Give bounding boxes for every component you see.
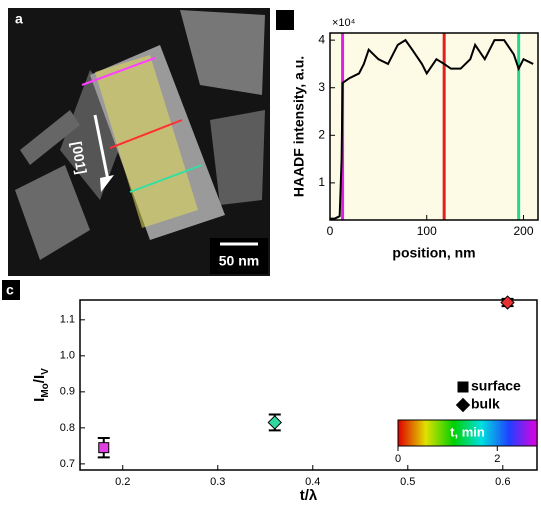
y-multiplier: ×10⁴ bbox=[332, 17, 356, 29]
profile-line bbox=[109, 119, 183, 149]
crystal bbox=[180, 10, 265, 95]
legend-label: bulk bbox=[471, 396, 500, 412]
x-axis-label: t/λ bbox=[300, 487, 318, 504]
x-tick-label: 0.6 bbox=[495, 476, 510, 488]
panel-label-bg bbox=[2, 280, 20, 300]
x-tick-label: 0.5 bbox=[400, 476, 415, 488]
y-tick-label: 0.7 bbox=[60, 458, 75, 470]
legend-label: surface bbox=[471, 378, 521, 394]
y-tick-label: 4 bbox=[318, 32, 325, 46]
x-tick-label: 0.4 bbox=[305, 476, 320, 488]
scale-label: 50 nm bbox=[219, 253, 259, 269]
x-axis-label: position, nm bbox=[392, 245, 475, 261]
x-tick-label: 0.3 bbox=[210, 476, 225, 488]
data-line bbox=[330, 38, 534, 220]
crystal bbox=[15, 165, 90, 260]
colorbar-label: t, min bbox=[450, 424, 485, 439]
y-axis-label-part: V bbox=[40, 368, 51, 375]
y-tick-label: 0.9 bbox=[60, 386, 75, 398]
panel-a-image: [001] 50 nm a bbox=[8, 8, 270, 276]
y-axis-label-part: I bbox=[31, 398, 48, 402]
y-axis-label-part: Mo bbox=[40, 383, 51, 397]
colorbar-tick-label: 2 bbox=[494, 453, 500, 465]
marker bbox=[500, 295, 515, 310]
direction-label: [001] bbox=[69, 140, 90, 175]
x-tick-label: 0.2 bbox=[115, 476, 130, 488]
profile-line bbox=[81, 57, 156, 86]
marker bbox=[98, 442, 110, 454]
panel-label: a bbox=[15, 11, 23, 27]
x-tick-label: 100 bbox=[417, 224, 437, 238]
y-tick-label: 1.1 bbox=[60, 314, 75, 326]
colorbar bbox=[397, 419, 538, 447]
crystal bbox=[20, 110, 80, 165]
legend-marker bbox=[457, 381, 469, 393]
profile-line bbox=[129, 164, 203, 193]
y-tick-label: 1 bbox=[318, 175, 325, 189]
axes-frame bbox=[329, 32, 539, 221]
marker bbox=[267, 415, 282, 430]
highlight bbox=[95, 55, 198, 228]
y-tick-label: 2 bbox=[318, 127, 325, 141]
x-tick-label: 0 bbox=[327, 224, 334, 238]
y-axis-label: IMo/IV bbox=[31, 368, 51, 402]
legend-marker bbox=[455, 397, 471, 413]
x-tick-label: 200 bbox=[513, 224, 533, 238]
arrow bbox=[93, 114, 110, 181]
y-tick-label: 3 bbox=[318, 80, 325, 94]
y-tick-label: 0.8 bbox=[60, 422, 75, 434]
axes-frame bbox=[79, 299, 538, 471]
y-axis-label: HAADF intensity, a.u. bbox=[291, 56, 307, 197]
crystal bbox=[210, 110, 265, 205]
colorbar-tick-label: 0 bbox=[395, 453, 401, 465]
y-tick-label: 1.0 bbox=[60, 350, 75, 362]
panel-label-bg bbox=[276, 10, 294, 30]
arrow-head bbox=[100, 175, 114, 192]
panel-label: c bbox=[6, 282, 14, 298]
y-axis-label-part: /I bbox=[31, 375, 48, 383]
